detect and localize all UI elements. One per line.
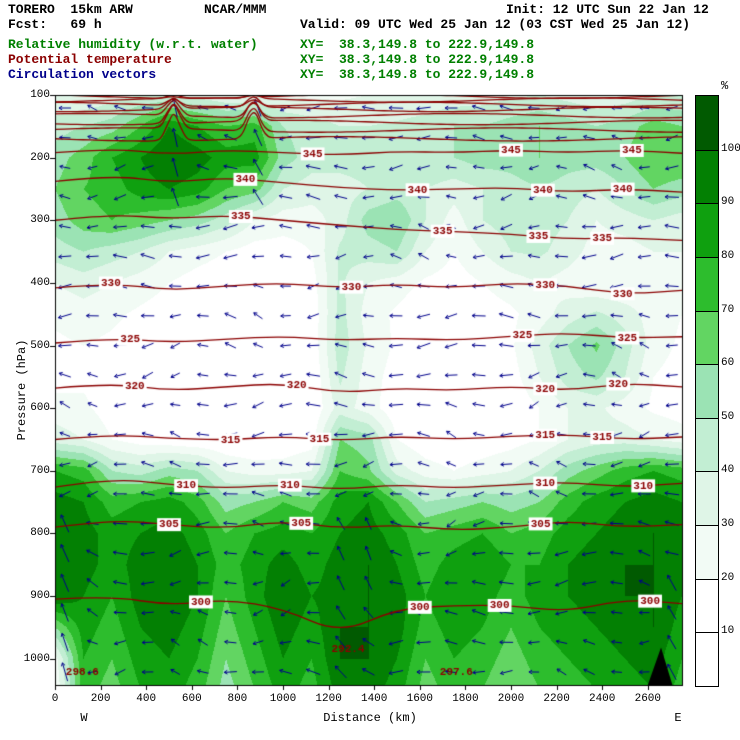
valid-time-label: Valid: 09 UTC Wed 25 Jan 12 (03 CST Wed … bbox=[300, 17, 691, 32]
colorbar-segment bbox=[696, 96, 718, 150]
colorbar-segment bbox=[696, 471, 718, 526]
field-label-relative-humidity: Relative humidity (w.r.t. water) bbox=[8, 37, 258, 52]
west-end-label: W bbox=[80, 711, 88, 725]
distance-axis-title: Distance (km) bbox=[323, 711, 417, 725]
field-xy-circulation-vectors: XY= 38.3,149.8 to 222.9,149.8 bbox=[300, 67, 535, 82]
field-xy-relative-humidity: XY= 38.3,149.8 to 222.9,149.8 bbox=[300, 37, 535, 52]
colorbar-segment bbox=[696, 310, 718, 365]
colorbar-segment bbox=[696, 525, 718, 579]
colorbar-segment bbox=[696, 417, 718, 472]
forecast-hour-label: Fcst: 69 h bbox=[8, 17, 102, 32]
init-time-label: Init: 12 UTC Sun 22 Jan 12 bbox=[506, 2, 709, 17]
colorbar-segment bbox=[696, 364, 718, 418]
colorbar-segment bbox=[696, 578, 718, 633]
colorbar-segment bbox=[696, 632, 718, 686]
field-xy-potential-temperature: XY= 38.3,149.8 to 222.9,149.8 bbox=[300, 52, 535, 67]
east-end-label: E bbox=[674, 711, 682, 725]
colorbar-units-label: % bbox=[721, 79, 729, 93]
field-label-potential-temperature: Potential temperature bbox=[8, 52, 172, 67]
colorbar-segment bbox=[696, 203, 718, 257]
colorbar bbox=[695, 95, 719, 687]
colorbar-segment bbox=[696, 149, 718, 204]
field-label-circulation-vectors: Circulation vectors bbox=[8, 67, 157, 82]
colorbar-segment bbox=[696, 256, 718, 311]
center-title: NCAR/MMM bbox=[204, 2, 267, 17]
pressure-axis-title: Pressure (hPa) bbox=[15, 339, 29, 441]
model-title: TORERO 15km ARW bbox=[8, 2, 133, 17]
